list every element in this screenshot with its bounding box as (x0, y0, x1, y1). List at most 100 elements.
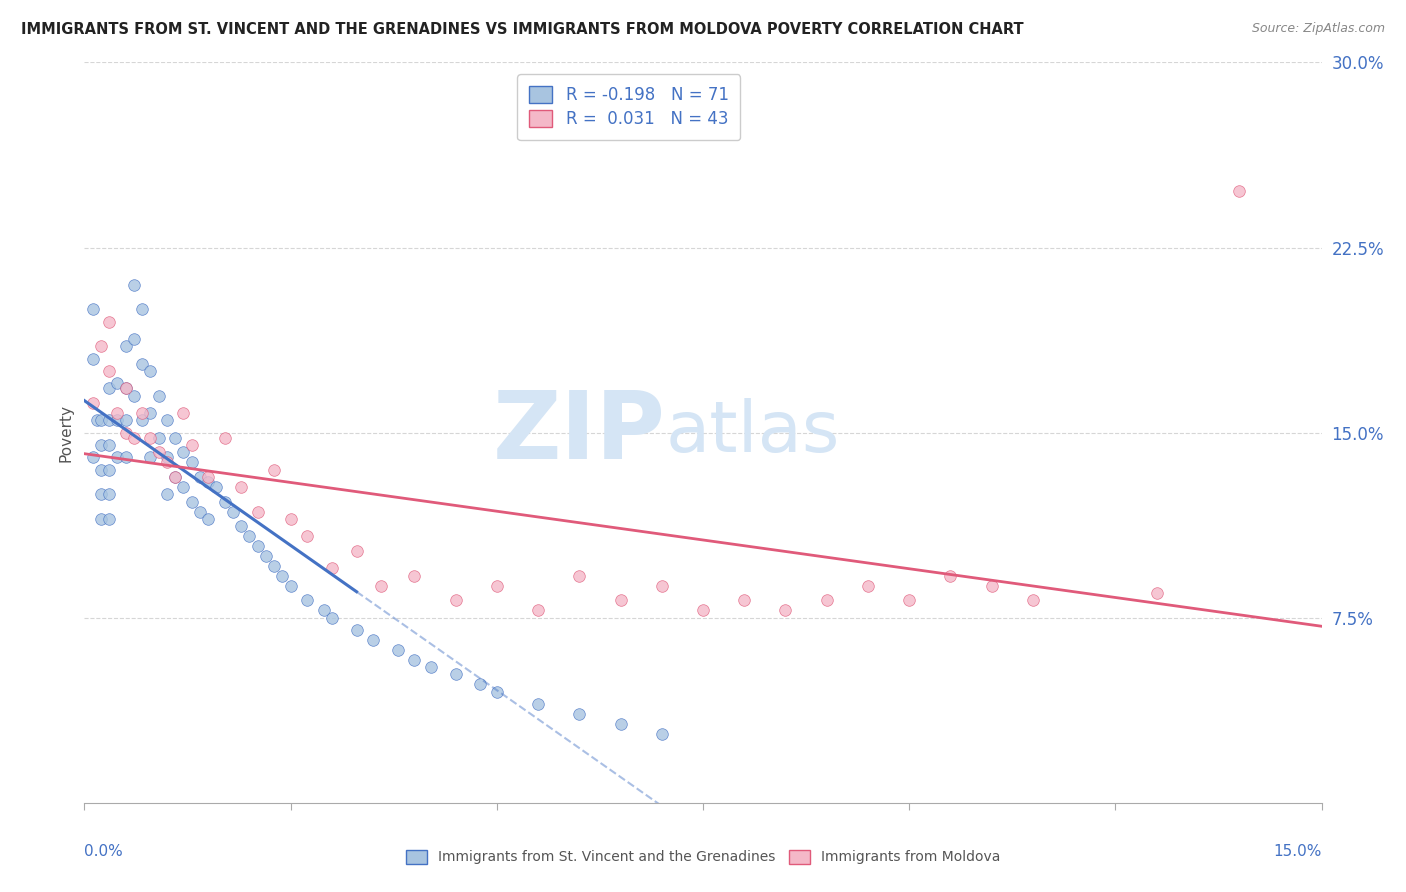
Point (172, 480, 194, 494)
Point (485, 579, 508, 593)
Point (114, 381, 136, 395)
Point (651, 579, 673, 593)
Point (90, 339, 112, 353)
Point (404, 653, 426, 667)
Point (651, 727, 673, 741)
Point (205, 480, 228, 494)
Point (165, 431, 187, 445)
Point (122, 277, 145, 292)
Point (139, 406, 162, 420)
Point (98, 381, 121, 395)
Point (98, 314, 121, 328)
Point (105, 450, 128, 465)
Point (122, 388, 145, 402)
Point (898, 593, 921, 607)
Point (156, 413, 179, 427)
Point (86, 413, 108, 427)
Point (180, 494, 202, 508)
Point (98, 438, 121, 452)
Point (370, 579, 392, 593)
Point (188, 505, 211, 519)
Point (321, 610, 343, 624)
Point (246, 505, 269, 519)
Point (321, 561, 343, 575)
Point (404, 568, 426, 582)
Point (197, 512, 219, 526)
Point (214, 431, 236, 445)
Point (148, 388, 170, 402)
Point (165, 470, 187, 484)
Point (295, 529, 318, 543)
Point (139, 450, 162, 465)
Text: atlas: atlas (666, 398, 841, 467)
Point (105, 376, 128, 391)
Point (139, 431, 162, 445)
Point (229, 519, 252, 533)
Point (105, 406, 128, 420)
Legend: Immigrants from St. Vincent and the Grenadines, Immigrants from Moldova: Immigrants from St. Vincent and the Gren… (401, 844, 1005, 870)
Point (172, 406, 194, 420)
Point (856, 579, 879, 593)
Point (1227, 184, 1250, 198)
Point (238, 529, 260, 543)
Point (98, 512, 121, 526)
Point (188, 470, 211, 484)
Point (361, 632, 384, 647)
Point (254, 549, 277, 563)
Point (98, 487, 121, 501)
Point (98, 364, 121, 378)
Point (280, 579, 302, 593)
Point (139, 364, 162, 378)
Point (148, 431, 170, 445)
Point (90, 438, 112, 452)
Text: IMMIGRANTS FROM ST. VINCENT AND THE GRENADINES VS IMMIGRANTS FROM MOLDOVA POVERT: IMMIGRANTS FROM ST. VINCENT AND THE GREN… (21, 22, 1024, 37)
Point (444, 667, 467, 681)
Point (980, 579, 1002, 593)
Point (82, 396, 104, 410)
Point (131, 406, 153, 420)
Point (90, 487, 112, 501)
Point (114, 450, 136, 465)
Point (90, 462, 112, 476)
Point (122, 332, 145, 346)
Point (172, 445, 194, 459)
Point (82, 351, 104, 366)
Point (222, 505, 245, 519)
Point (180, 455, 202, 469)
Point (280, 512, 302, 526)
Point (156, 487, 179, 501)
Point (82, 302, 104, 317)
Point (197, 470, 219, 484)
Point (568, 706, 591, 721)
Point (692, 603, 714, 617)
Point (775, 603, 797, 617)
Y-axis label: Poverty: Poverty (58, 403, 73, 462)
Point (98, 462, 121, 476)
Point (295, 593, 318, 607)
Point (214, 494, 236, 508)
Point (90, 512, 112, 526)
Point (148, 445, 170, 459)
Point (387, 642, 409, 657)
Point (114, 413, 136, 427)
Point (131, 413, 153, 427)
Point (131, 357, 153, 371)
Point (527, 697, 550, 711)
Point (609, 716, 631, 731)
Point (527, 603, 550, 617)
Point (156, 450, 179, 465)
Point (180, 438, 202, 452)
Point (105, 413, 128, 427)
Point (246, 539, 269, 553)
Point (485, 685, 508, 699)
Point (1146, 586, 1168, 600)
Text: 15.0%: 15.0% (1274, 844, 1322, 858)
Point (346, 623, 368, 637)
Point (156, 455, 179, 469)
Point (114, 381, 136, 395)
Text: Source: ZipAtlas.com: Source: ZipAtlas.com (1251, 22, 1385, 36)
Point (98, 413, 121, 427)
Point (346, 544, 368, 558)
Point (939, 568, 962, 582)
Text: 0.0%: 0.0% (84, 844, 124, 858)
